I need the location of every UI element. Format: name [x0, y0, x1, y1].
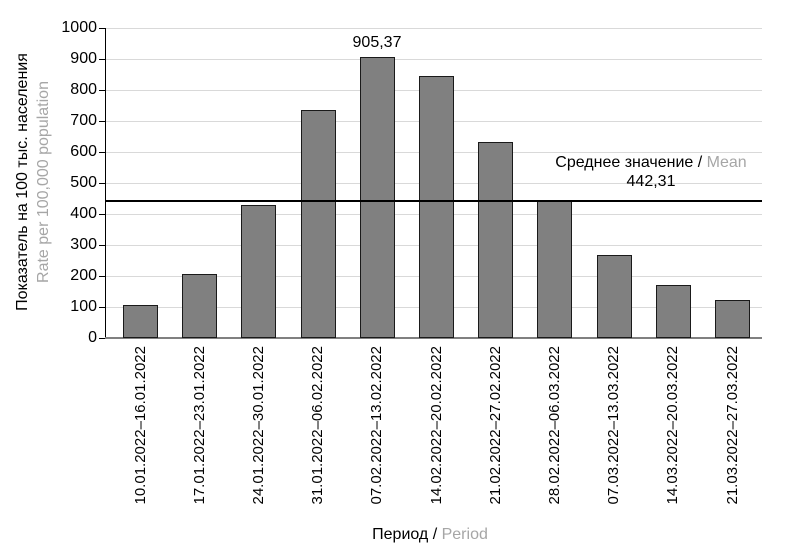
y-tick-label: 600 [70, 143, 97, 160]
bar [596, 254, 632, 338]
bar [537, 200, 573, 338]
x-axis-title: Период / Period [280, 526, 580, 544]
bar [241, 204, 277, 338]
y-axis-title-ru: Показатель на 100 тыс. населения [14, 53, 31, 311]
y-axis-tick [99, 59, 105, 60]
x-axis-title-ru: Период / [372, 526, 438, 543]
x-tick-label: 17.01.2022–23.01.2022 [190, 346, 208, 505]
gridline [105, 28, 762, 29]
y-axis-tick [99, 245, 105, 246]
bar [478, 142, 514, 338]
bar [123, 305, 158, 338]
y-tick-label: 100 [70, 298, 97, 315]
y-tick-label: 200 [70, 267, 97, 284]
y-tick-label: 500 [70, 174, 97, 191]
x-tick-label: 31.01.2022–06.02.2022 [309, 346, 327, 505]
y-axis-tick [99, 183, 105, 184]
bar [419, 76, 454, 338]
x-tick-label: 07.03.2022–13.03.2022 [605, 346, 623, 505]
mean-annotation-value: 442,31 [626, 173, 676, 190]
y-axis-tick [99, 214, 105, 215]
bar [359, 57, 395, 338]
y-axis-tick [99, 338, 105, 339]
x-tick-label: 14.03.2022–20.03.2022 [664, 346, 682, 505]
mean-line-annotation: Среднее значение / Mean 442,31 [538, 153, 764, 191]
y-tick-label: 1000 [61, 19, 97, 36]
x-tick-label: 07.02.2022–13.02.2022 [368, 346, 386, 505]
x-tick-label: 21.02.2022–27.02.2022 [486, 346, 504, 505]
x-tick-label: 24.01.2022–30.01.2022 [249, 346, 267, 505]
y-axis-tick [99, 28, 105, 29]
x-axis-title-en: Period [441, 526, 488, 543]
bar [300, 110, 336, 338]
y-tick-label: 300 [70, 236, 97, 253]
gridline [105, 59, 762, 60]
y-axis-tick [99, 121, 105, 122]
x-axis-line [105, 337, 762, 339]
y-tick-label: 400 [70, 205, 97, 222]
y-axis-line [105, 28, 106, 338]
mean-label-en: Mean [706, 154, 747, 171]
bar [655, 285, 691, 338]
y-tick-label: 900 [70, 50, 97, 67]
y-tick-label: 700 [70, 112, 97, 129]
mean-label-ru: Среднее значение / [555, 154, 703, 171]
bar [182, 273, 218, 338]
y-axis-tick [99, 90, 105, 91]
x-tick-label: 14.02.2022–20.02.2022 [427, 346, 445, 505]
y-axis-tick [99, 307, 105, 308]
x-tick-label: 28.02.2022–06.03.2022 [545, 346, 563, 505]
y-tick-label: 0 [88, 329, 97, 346]
x-tick-label: 10.01.2022–16.01.2022 [131, 346, 149, 505]
y-tick-label: 800 [70, 81, 97, 98]
peak-value-label: 905,37 [352, 34, 402, 51]
mean-line [105, 199, 762, 202]
x-tick-label: 21.03.2022–27.03.2022 [723, 346, 741, 505]
y-axis-tick [99, 276, 105, 277]
y-axis-tick [99, 152, 105, 153]
bar [715, 300, 750, 338]
mean-annotation-line1: Среднее значение / Mean [538, 153, 764, 172]
